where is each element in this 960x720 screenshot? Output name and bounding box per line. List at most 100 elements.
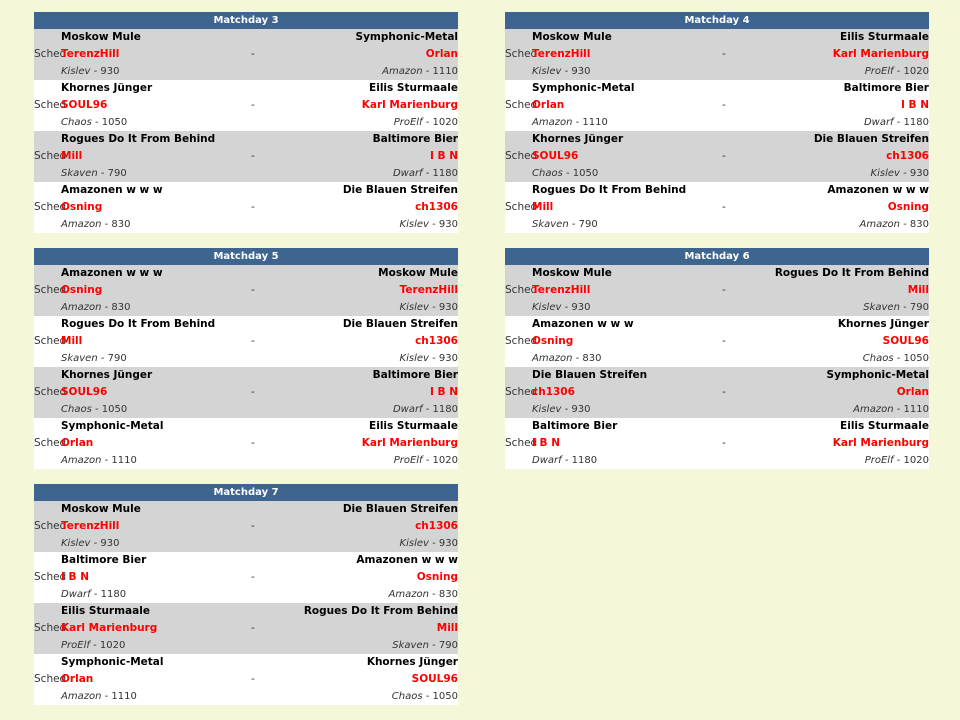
match-row[interactable]: Symphonic-Metal Baltimore Bier Sched Orl… <box>505 80 929 131</box>
home-coach-name[interactable]: Mill <box>61 150 83 162</box>
match-row[interactable]: Moskow Mule Rogues Do It From Behind Sch… <box>505 265 929 316</box>
away-coach-name[interactable]: Karl Marienburg <box>361 99 458 111</box>
away-coach-name[interactable]: I B N <box>900 99 929 111</box>
home-team-name[interactable]: Moskow Mule <box>61 31 141 43</box>
away-team-name[interactable]: Die Blauen Streifen <box>813 133 929 145</box>
home-coach-name[interactable]: TerenzHill <box>532 48 591 60</box>
match-row[interactable]: Rogues Do It From Behind Amazonen w w w … <box>505 182 929 233</box>
home-team-name[interactable]: Baltimore Bier <box>61 554 147 566</box>
match-row[interactable]: Moskow Mule Eilis Sturmaale Sched Terenz… <box>505 29 929 80</box>
home-team-name[interactable]: Moskow Mule <box>532 31 612 43</box>
home-team-name[interactable]: Die Blauen Streifen <box>532 369 648 381</box>
home-team-name[interactable]: Symphonic-Metal <box>61 420 164 432</box>
match-row[interactable]: Symphonic-Metal Khornes Jünger Sched Orl… <box>34 654 458 705</box>
match-row[interactable]: Khornes Jünger Die Blauen Streifen Sched… <box>505 131 929 182</box>
home-coach-name[interactable]: TerenzHill <box>61 520 120 532</box>
match-row[interactable]: Baltimore Bier Amazonen w w w Sched I B … <box>34 552 458 603</box>
away-team-name[interactable]: Amazonen w w w <box>356 554 458 566</box>
match-row[interactable]: Khornes Jünger Baltimore Bier Sched SOUL… <box>34 367 458 418</box>
away-team-name[interactable]: Khornes Jünger <box>366 656 458 668</box>
home-coach-name[interactable]: Orlan <box>61 673 94 685</box>
away-coach-name[interactable]: ch1306 <box>886 150 929 162</box>
away-coach-name[interactable]: ch1306 <box>415 201 458 213</box>
away-coach-name[interactable]: Mill <box>436 622 458 634</box>
away-team-name[interactable]: Moskow Mule <box>378 267 458 279</box>
home-coach-name[interactable]: Karl Marienburg <box>61 622 158 634</box>
away-coach-name[interactable]: SOUL96 <box>411 673 458 685</box>
match-row[interactable]: Die Blauen Streifen Symphonic-Metal Sche… <box>505 367 929 418</box>
away-team-name[interactable]: Symphonic-Metal <box>355 31 458 43</box>
match-row[interactable]: Eilis Sturmaale Rogues Do It From Behind… <box>34 603 458 654</box>
away-team-name[interactable]: Die Blauen Streifen <box>342 184 458 196</box>
match-row[interactable]: Moskow Mule Die Blauen Streifen Sched Te… <box>34 501 458 552</box>
home-team-name[interactable]: Khornes Jünger <box>61 82 153 94</box>
home-team-name[interactable]: Symphonic-Metal <box>61 656 164 668</box>
home-team-name[interactable]: Amazonen w w w <box>532 318 634 330</box>
away-coach-name[interactable]: TerenzHill <box>399 284 458 296</box>
away-coach-name[interactable]: I B N <box>429 150 458 162</box>
away-coach-name[interactable]: Osning <box>887 201 929 213</box>
home-coach-name[interactable]: SOUL96 <box>61 386 108 398</box>
match-row[interactable]: Baltimore Bier Eilis Sturmaale Sched I B… <box>505 418 929 469</box>
away-team-name[interactable]: Die Blauen Streifen <box>342 318 458 330</box>
away-coach-name[interactable]: Orlan <box>425 48 458 60</box>
away-coach-name[interactable]: Osning <box>416 571 458 583</box>
home-team-name[interactable]: Khornes Jünger <box>61 369 153 381</box>
match-row[interactable]: Amazonen w w w Khornes Jünger Sched Osni… <box>505 316 929 367</box>
away-coach-name[interactable]: I B N <box>429 386 458 398</box>
away-coach-name[interactable]: ch1306 <box>415 520 458 532</box>
home-coach-name[interactable]: Osning <box>61 201 103 213</box>
away-coach-name[interactable]: Karl Marienburg <box>832 48 929 60</box>
home-team-name[interactable]: Rogues Do It From Behind <box>532 184 687 196</box>
away-coach-name[interactable]: Karl Marienburg <box>361 437 458 449</box>
away-team-name[interactable]: Eilis Sturmaale <box>369 420 458 432</box>
away-coach-name[interactable]: SOUL96 <box>882 335 929 347</box>
home-team-name[interactable]: Amazonen w w w <box>61 267 163 279</box>
away-team-name[interactable]: Rogues Do It From Behind <box>303 605 458 617</box>
away-team-name[interactable]: Symphonic-Metal <box>826 369 929 381</box>
home-coach-name[interactable]: Osning <box>532 335 574 347</box>
home-team-name[interactable]: Rogues Do It From Behind <box>61 133 216 145</box>
home-team-name[interactable]: Symphonic-Metal <box>532 82 635 94</box>
home-coach-name[interactable]: Mill <box>532 201 554 213</box>
away-coach-name[interactable]: Mill <box>907 284 929 296</box>
home-team-name[interactable]: Moskow Mule <box>61 503 141 515</box>
away-team-name[interactable]: Eilis Sturmaale <box>840 420 929 432</box>
home-team-name[interactable]: Khornes Jünger <box>532 133 624 145</box>
home-team-name[interactable]: Eilis Sturmaale <box>61 605 150 617</box>
match-row[interactable]: Amazonen w w w Moskow Mule Sched Osning … <box>34 265 458 316</box>
away-team-name[interactable]: Baltimore Bier <box>843 82 929 94</box>
match-row[interactable]: Khornes Jünger Eilis Sturmaale Sched SOU… <box>34 80 458 131</box>
away-coach-name[interactable]: ch1306 <box>415 335 458 347</box>
home-team-name[interactable]: Amazonen w w w <box>61 184 163 196</box>
home-coach-name[interactable]: Osning <box>61 284 103 296</box>
away-team-name[interactable]: Khornes Jünger <box>837 318 929 330</box>
home-team-name[interactable]: Moskow Mule <box>532 267 612 279</box>
away-team-name[interactable]: Rogues Do It From Behind <box>774 267 929 279</box>
home-coach-name[interactable]: ch1306 <box>532 386 575 398</box>
away-team-name[interactable]: Amazonen w w w <box>827 184 929 196</box>
home-coach-name[interactable]: SOUL96 <box>532 150 579 162</box>
home-coach-name[interactable]: I B N <box>532 437 561 449</box>
match-row[interactable]: Symphonic-Metal Eilis Sturmaale Sched Or… <box>34 418 458 469</box>
home-coach-name[interactable]: TerenzHill <box>61 48 120 60</box>
away-team-name[interactable]: Eilis Sturmaale <box>840 31 929 43</box>
away-team-name[interactable]: Baltimore Bier <box>372 133 458 145</box>
away-team-name[interactable]: Eilis Sturmaale <box>369 82 458 94</box>
home-coach-name[interactable]: Mill <box>61 335 83 347</box>
away-team-name[interactable]: Die Blauen Streifen <box>342 503 458 515</box>
away-team-name[interactable]: Baltimore Bier <box>372 369 458 381</box>
home-coach-name[interactable]: I B N <box>61 571 90 583</box>
match-row[interactable]: Rogues Do It From Behind Die Blauen Stre… <box>34 316 458 367</box>
away-coach-name[interactable]: Orlan <box>896 386 929 398</box>
home-team-name[interactable]: Rogues Do It From Behind <box>61 318 216 330</box>
home-coach-name[interactable]: Orlan <box>532 99 565 111</box>
home-team-name[interactable]: Baltimore Bier <box>532 420 618 432</box>
home-coach-name[interactable]: TerenzHill <box>532 284 591 296</box>
match-row[interactable]: Rogues Do It From Behind Baltimore Bier … <box>34 131 458 182</box>
home-coach-name[interactable]: Orlan <box>61 437 94 449</box>
match-row[interactable]: Amazonen w w w Die Blauen Streifen Sched… <box>34 182 458 233</box>
away-coach-name[interactable]: Karl Marienburg <box>832 437 929 449</box>
match-row[interactable]: Moskow Mule Symphonic-Metal Sched Terenz… <box>34 29 458 80</box>
home-coach-name[interactable]: SOUL96 <box>61 99 108 111</box>
